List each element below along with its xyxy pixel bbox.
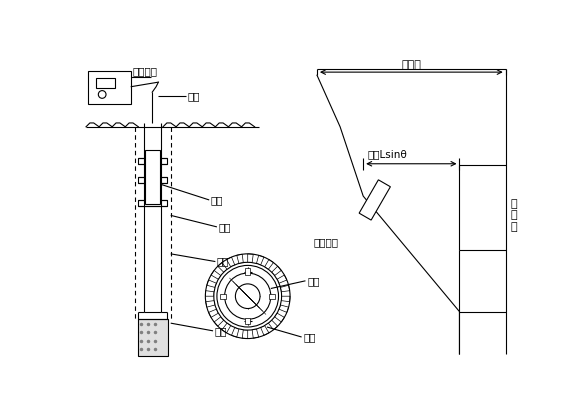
Text: 钻孔: 钻孔 bbox=[218, 222, 231, 232]
Polygon shape bbox=[265, 259, 273, 269]
Bar bbox=[359, 180, 390, 220]
Polygon shape bbox=[272, 266, 281, 276]
Text: 导槽: 导槽 bbox=[307, 276, 319, 286]
Bar bbox=[96, 78, 115, 88]
Polygon shape bbox=[280, 285, 290, 292]
Text: 准: 准 bbox=[510, 210, 517, 220]
Text: 回填: 回填 bbox=[214, 326, 227, 336]
Bar bbox=[245, 318, 250, 324]
Polygon shape bbox=[277, 275, 287, 283]
Polygon shape bbox=[242, 330, 248, 339]
Bar bbox=[145, 150, 160, 204]
Bar bbox=[220, 294, 226, 298]
Polygon shape bbox=[279, 305, 288, 312]
Bar bbox=[245, 269, 250, 275]
Polygon shape bbox=[231, 327, 239, 337]
Text: 测读设备: 测读设备 bbox=[132, 66, 157, 76]
Text: 原: 原 bbox=[510, 199, 517, 209]
Polygon shape bbox=[274, 313, 284, 322]
Text: 总位移: 总位移 bbox=[401, 60, 421, 70]
Bar bbox=[269, 294, 276, 298]
Polygon shape bbox=[206, 300, 215, 307]
Polygon shape bbox=[222, 323, 231, 333]
Bar bbox=[138, 158, 167, 164]
Text: 位移Lsinθ: 位移Lsinθ bbox=[367, 149, 407, 159]
Polygon shape bbox=[208, 309, 218, 317]
Polygon shape bbox=[218, 263, 227, 272]
Bar bbox=[138, 319, 168, 356]
Bar bbox=[138, 200, 167, 206]
Text: 测读间距: 测读间距 bbox=[313, 237, 338, 247]
Polygon shape bbox=[281, 296, 290, 302]
Polygon shape bbox=[252, 329, 259, 338]
Text: 电缆: 电缆 bbox=[187, 91, 200, 101]
Circle shape bbox=[214, 262, 281, 330]
Polygon shape bbox=[237, 254, 244, 264]
Polygon shape bbox=[260, 325, 269, 335]
Polygon shape bbox=[207, 280, 217, 288]
Polygon shape bbox=[268, 320, 277, 330]
Bar bbox=[88, 71, 131, 104]
Polygon shape bbox=[206, 290, 214, 296]
Polygon shape bbox=[248, 254, 253, 263]
Polygon shape bbox=[214, 317, 224, 326]
Text: 线: 线 bbox=[510, 222, 517, 232]
Bar bbox=[138, 177, 167, 183]
Text: 导轮: 导轮 bbox=[303, 332, 315, 342]
Text: 导管: 导管 bbox=[217, 256, 230, 266]
Polygon shape bbox=[256, 255, 264, 265]
Polygon shape bbox=[211, 271, 221, 279]
Polygon shape bbox=[227, 257, 235, 267]
Text: 测头: 测头 bbox=[211, 195, 223, 205]
Circle shape bbox=[235, 284, 260, 308]
